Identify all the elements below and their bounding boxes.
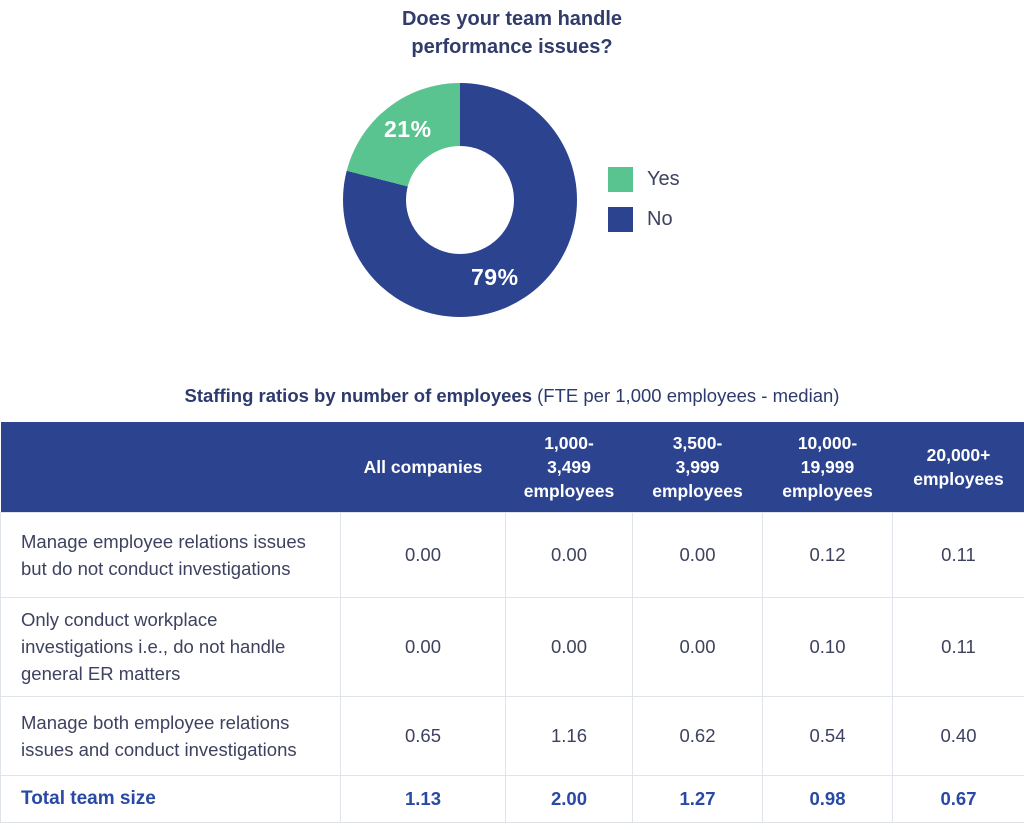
legend-item-yes: Yes	[608, 166, 680, 192]
table-title: Staffing ratios by number of employees (…	[0, 385, 1024, 407]
chart-title-line-2: performance issues?	[411, 36, 613, 58]
value-cell: 0.00	[505, 596, 633, 697]
total-row: Total team size 1.13 2.00 1.27 0.98 0.67	[0, 774, 1024, 823]
legend-label-yes: Yes	[647, 167, 680, 190]
table-row: Only conduct workplace investigations i.…	[0, 596, 1024, 697]
total-value-cell: 1.13	[340, 774, 506, 823]
value-cell: 0.00	[340, 511, 506, 598]
legend-item-no: No	[608, 206, 680, 232]
total-value-cell: 2.00	[505, 774, 633, 823]
table-row: Manage both employee relations issues an…	[0, 695, 1024, 776]
column-header-3500-3999: 3,500- 3,999 employees	[632, 422, 763, 512]
yes-swatch-icon	[608, 166, 633, 192]
row-label: Manage employee relations issues but do …	[0, 511, 341, 598]
column-header-20000-plus: 20,000+ employees	[892, 422, 1024, 512]
no-swatch-icon	[608, 206, 633, 232]
staffing-table: All companies 1,000- 3,499 employees 3,5…	[0, 422, 1024, 823]
total-value-cell: 1.27	[632, 774, 763, 823]
donut-hole	[406, 146, 514, 254]
value-cell: 0.62	[632, 695, 763, 776]
value-cell: 0.00	[505, 511, 633, 598]
column-header-10000-19999: 10,000- 19,999 employees	[762, 422, 893, 512]
total-value-cell: 0.98	[762, 774, 893, 823]
chart-title-line-1: Does your team handle	[401, 8, 623, 30]
total-value-cell: 0.67	[892, 774, 1024, 823]
legend-label-no: No	[647, 207, 673, 230]
column-header-blank	[0, 422, 341, 512]
slice-label-yes: 21%	[384, 116, 432, 142]
table-title-note: (FTE per 1,000 employees - median)	[537, 385, 840, 406]
value-cell: 0.11	[892, 511, 1024, 598]
value-cell: 0.00	[632, 596, 763, 697]
value-cell: 0.00	[632, 511, 763, 598]
value-cell: 1.16	[505, 695, 633, 776]
value-cell: 0.10	[762, 596, 893, 697]
value-cell: 0.54	[762, 695, 893, 776]
value-cell: 0.65	[340, 695, 506, 776]
chart-title: Does your team handle performance issues…	[0, 5, 1024, 61]
row-label: Only conduct workplace investigations i.…	[0, 596, 341, 697]
chart-legend: Yes No	[608, 166, 680, 246]
value-cell: 0.00	[340, 596, 506, 697]
value-cell: 0.12	[762, 511, 893, 598]
column-header-all-companies: All companies	[340, 422, 506, 512]
value-cell: 0.40	[892, 695, 1024, 776]
header-row: All companies 1,000- 3,499 employees 3,5…	[0, 422, 1024, 512]
value-cell: 0.11	[892, 596, 1024, 697]
slice-label-no: 79%	[471, 264, 519, 290]
table-row: Manage employee relations issues but do …	[0, 511, 1024, 598]
donut-chart-wrap: 21% 79%	[343, 83, 577, 317]
row-label: Manage both employee relations issues an…	[0, 695, 341, 776]
total-row-label: Total team size	[0, 774, 341, 823]
table-title-bold: Staffing ratios by number of employees	[184, 385, 532, 406]
column-header-1000-3499: 1,000- 3,499 employees	[505, 422, 633, 512]
